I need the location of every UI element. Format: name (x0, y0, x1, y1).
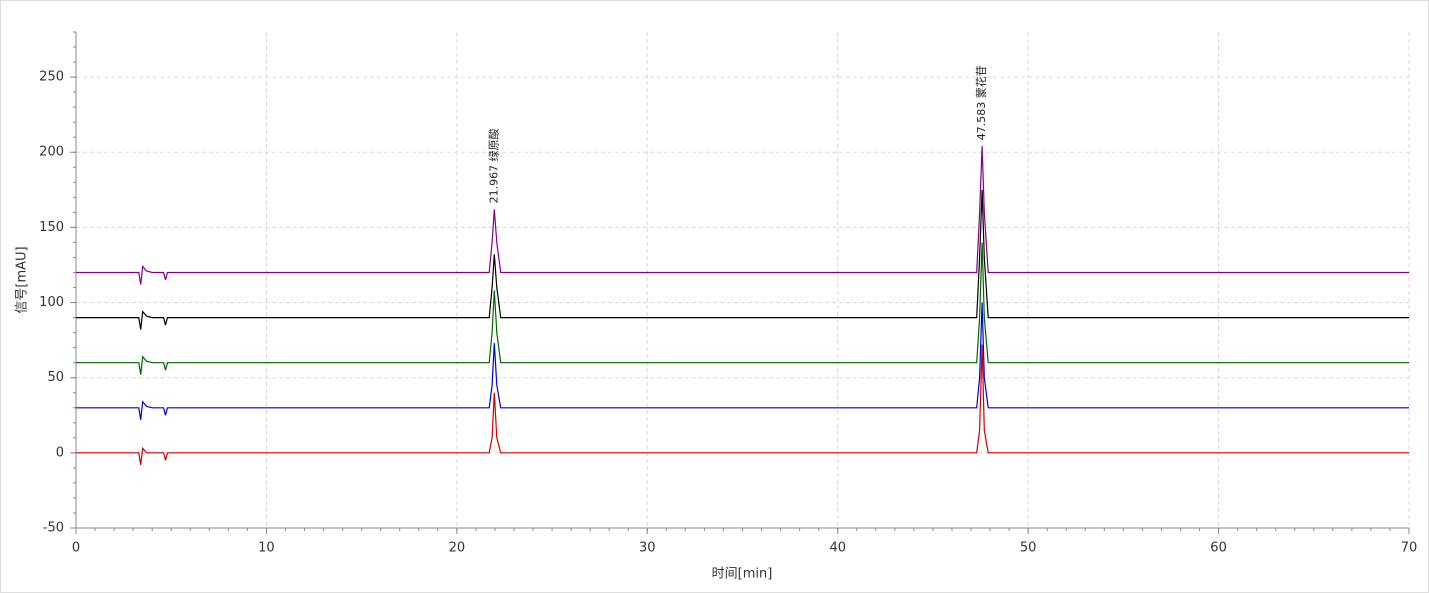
y-tick-label: -50 (43, 521, 64, 536)
trace (76, 344, 1409, 465)
x-tick-label: 60 (1210, 541, 1227, 556)
y-tick-label: 200 (39, 145, 64, 160)
x-tick-label: 70 (1401, 541, 1418, 556)
trace (76, 189, 1409, 330)
x-tick-label: 10 (258, 541, 275, 556)
x-tick-label: 0 (72, 541, 80, 556)
y-tick-label: 150 (39, 220, 64, 235)
x-tick-label: 40 (829, 541, 846, 556)
y-axis-label: 信号[mAU] (15, 246, 30, 313)
y-tick-label: 100 (39, 295, 64, 310)
x-tick-label: 50 (1020, 541, 1037, 556)
x-axis-label: 时间[min] (712, 567, 773, 582)
y-tick-label: 50 (47, 370, 64, 385)
y-tick-label: 250 (39, 70, 64, 85)
trace (76, 146, 1409, 285)
trace (76, 242, 1409, 375)
peak-label: 21.967 绿原酸 (486, 128, 500, 203)
trace (76, 302, 1409, 420)
x-tick-label: 30 (639, 541, 656, 556)
y-tick-label: 0 (56, 445, 64, 460)
x-tick-label: 20 (449, 541, 466, 556)
peak-label: 47.583 蒙花苷 (974, 65, 988, 140)
